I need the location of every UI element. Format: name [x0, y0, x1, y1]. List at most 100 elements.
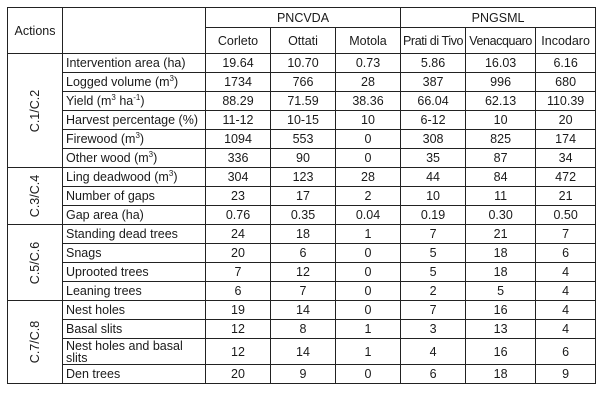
value-cell: 19	[205, 300, 271, 320]
site-header: Ottati	[270, 27, 336, 54]
row-label-part: Other wood (m	[66, 151, 149, 165]
value-cell: 44	[399, 167, 467, 187]
value-cell: 11-12	[205, 110, 271, 130]
value-cell: 5	[399, 243, 467, 263]
value-cell: 66.04	[399, 91, 467, 111]
value-cell: 21	[535, 186, 597, 206]
action-group-label: C.3/C.4	[28, 174, 42, 218]
table-body: C.1/C.2 Intervention area (ha) 19.64 10.70 0…	[7, 53, 597, 384]
table-row: Firewood (m3) 1094 553 0 308 825 174	[8, 129, 597, 149]
row-label: Nest holes	[62, 300, 206, 320]
value-cell: 20	[205, 364, 271, 384]
value-cell: 10-15	[270, 110, 336, 130]
header-row-sites: Corleto Ottati Motola Prati di Tivo Vena…	[8, 27, 597, 54]
value-cell: 7	[535, 224, 597, 244]
value-cell: 0	[335, 281, 401, 301]
row-label-part: Snags	[66, 246, 102, 260]
value-cell: 34	[535, 148, 597, 168]
row-label: Intervention area (ha)	[62, 53, 206, 73]
value-cell: 12	[205, 319, 271, 339]
value-cell: 18	[465, 364, 537, 384]
value-cell: 18	[465, 262, 537, 282]
action-group-label: C.7/C.8	[28, 320, 42, 364]
value-cell: 7	[399, 224, 467, 244]
row-label: Nest holes and basal slits	[62, 338, 206, 365]
value-cell: 13	[465, 319, 537, 339]
site-header: Motola	[335, 27, 401, 54]
value-cell: 1	[335, 319, 401, 339]
value-cell: 766	[270, 72, 336, 92]
value-cell: 4	[399, 338, 467, 365]
value-cell: 308	[399, 129, 467, 149]
row-label-part: 3	[148, 149, 154, 159]
value-cell: 9	[535, 364, 597, 384]
row-label-part: 3	[111, 92, 116, 102]
row-label-part: Nest holes and basal slits	[66, 338, 183, 365]
value-cell: 10	[465, 110, 537, 130]
row-label-part: Basal slits	[66, 322, 123, 336]
site-header: Venacquaro	[465, 27, 537, 54]
value-cell: 553	[270, 129, 336, 149]
row-label: Snags	[62, 243, 206, 263]
value-cell: 336	[205, 148, 271, 168]
value-cell: 7	[270, 281, 336, 301]
row-label: Gap area (ha)	[62, 205, 206, 225]
row-label-part: Number of gaps	[66, 189, 155, 203]
action-group-label: C.1/C.2	[28, 89, 42, 132]
value-cell: 17	[270, 186, 336, 206]
table-row: Basal slits 12 8 1 3 13 4	[8, 319, 597, 339]
value-cell: 23	[205, 186, 271, 206]
value-cell: 4	[535, 262, 597, 282]
table-row: Snags 20 6 0 5 18 6	[8, 243, 597, 263]
value-cell: 16.03	[465, 53, 537, 73]
table-row: C.3/C.4 Ling deadwood (m3) 304 123 28 44 84 472	[7, 167, 597, 225]
table-row: Gap area (ha) 0.76 0.35 0.04 0.19 0.30 0.50	[8, 205, 597, 225]
value-cell: 0.19	[399, 205, 467, 225]
row-label: Harvest percentage (%)	[62, 110, 206, 130]
actions-header: Actions	[7, 7, 63, 54]
row-label-part: 3	[135, 130, 140, 140]
value-cell: 35	[399, 148, 467, 168]
value-cell: 1	[335, 338, 401, 365]
value-cell: 38.36	[335, 91, 401, 111]
row-label-part: -1	[133, 92, 141, 102]
row-label-part: ha	[115, 94, 134, 108]
row-label-part: Firewood (m	[66, 132, 136, 146]
value-cell: 5	[465, 281, 537, 301]
value-cell: 7	[205, 262, 271, 282]
value-cell: 5.86	[399, 53, 467, 73]
table-row: C.5/C.6 Standing dead trees 24 18 1 7 21 7	[7, 224, 597, 301]
value-cell: 6	[270, 243, 336, 263]
value-cell: 19.64	[205, 53, 271, 73]
value-cell: 20	[535, 110, 597, 130]
value-cell: 0.35	[270, 205, 336, 225]
value-cell: 5	[399, 262, 467, 282]
value-cell: 11	[465, 186, 537, 206]
table-row: Uprooted trees 7 12 0 5 18 4	[8, 262, 597, 282]
value-cell: 88.29	[205, 91, 271, 111]
value-cell: 0.73	[335, 53, 401, 73]
group-header-pngsml: PNGSML	[399, 7, 597, 28]
row-label-part: )	[153, 151, 158, 165]
value-cell: 10	[399, 186, 467, 206]
value-cell: 12	[270, 262, 336, 282]
row-label: Ling deadwood (m3)	[62, 167, 206, 187]
value-cell: 18	[465, 243, 537, 263]
value-cell: 0	[335, 364, 401, 384]
table-row: Yield (m3 ha-1) 88.29 71.59 38.36 66.04 62.13…	[8, 91, 597, 111]
value-cell: 304	[205, 167, 271, 187]
value-cell: 4	[535, 281, 597, 301]
table-row: C.1/C.2 Intervention area (ha) 19.64 10.70 0…	[7, 53, 597, 168]
value-cell: 9	[270, 364, 336, 384]
value-cell: 996	[465, 72, 537, 92]
value-cell: 680	[535, 72, 597, 92]
value-cell: 1734	[205, 72, 271, 92]
value-cell: 3	[399, 319, 467, 339]
site-header: Incodaro	[535, 27, 597, 54]
value-cell: 0.04	[335, 205, 401, 225]
value-cell: 7	[399, 300, 467, 320]
row-label-part: Ling deadwood (m	[66, 170, 169, 184]
value-cell: 24	[205, 224, 271, 244]
group-header-pncvda: PNCVDA	[205, 7, 401, 28]
value-cell: 20	[205, 243, 271, 263]
